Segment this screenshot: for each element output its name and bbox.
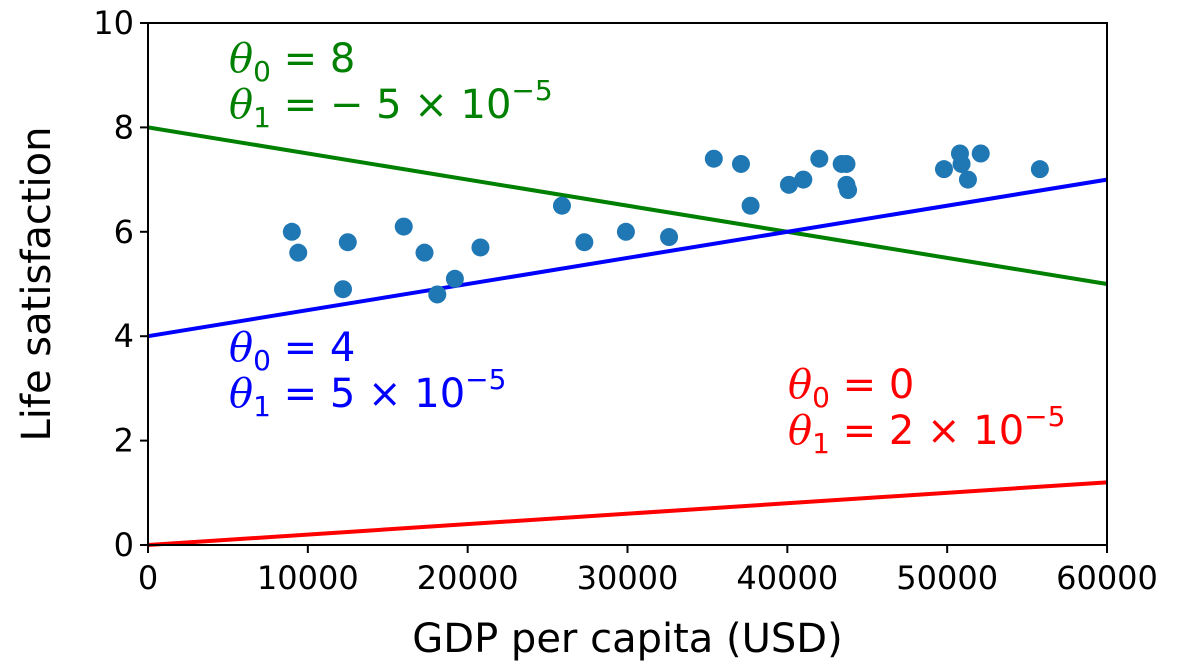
line-label-1-row-0: θ0 = 8 [229, 36, 355, 88]
data-point-16 [779, 175, 798, 194]
y-tick-label: 2 [114, 422, 134, 460]
data-point-25 [952, 154, 971, 173]
data-point-9 [552, 196, 571, 215]
x-tick-label: 20000 [417, 559, 519, 597]
data-point-12 [660, 228, 679, 247]
line-label-0-row-1: θ1 = 2 × 10−5 [788, 400, 1065, 460]
data-point-17 [794, 170, 813, 189]
x-tick-label: 10000 [257, 559, 359, 597]
data-point-8 [471, 238, 490, 257]
y-tick-label: 0 [114, 526, 134, 564]
data-point-13 [704, 149, 723, 168]
line-label-0-row-0: θ0 = 0 [788, 362, 914, 414]
data-point-1 [289, 243, 308, 262]
data-point-5 [415, 243, 434, 262]
data-point-27 [971, 144, 990, 163]
x-axis-label: GDP per capita (USD) [412, 616, 842, 662]
data-point-20 [837, 154, 856, 173]
data-point-0 [282, 222, 301, 241]
axis-ticks: 0 10000 20000 30000 40000 50000 60000 0 2 4 6 8 10 [93, 4, 1158, 597]
data-point-15 [741, 196, 760, 215]
y-axis-label: Life satisfaction [14, 127, 60, 442]
model-line-2 [147, 177, 1108, 339]
model-lines [147, 125, 1108, 547]
data-point-11 [616, 222, 635, 241]
line-label-2-row-1: θ1 = 5 × 10−5 [229, 363, 506, 423]
data-point-26 [958, 170, 977, 189]
y-tick-label: 6 [114, 213, 134, 251]
data-point-14 [731, 154, 750, 173]
y-tick-label: 4 [114, 317, 134, 355]
x-tick-label: 40000 [736, 559, 838, 597]
line-label-1-row-1: θ1 = − 5 × 10−5 [229, 74, 553, 134]
data-point-2 [333, 280, 352, 299]
data-point-23 [934, 160, 953, 179]
x-tick-label: 60000 [1056, 559, 1158, 597]
x-tick-label: 50000 [896, 559, 998, 597]
data-point-18 [810, 149, 829, 168]
model-line-1 [147, 125, 1108, 286]
y-tick-label: 10 [93, 4, 134, 42]
data-point-6 [428, 285, 447, 304]
line-annotations: θ0 = 0θ1 = 2 × 10−5 θ0 = 8θ1 = − 5 × 10−5… [229, 36, 1065, 460]
data-point-28 [1030, 160, 1049, 179]
data-point-4 [394, 217, 413, 236]
model-line-0 [147, 480, 1108, 547]
data-point-10 [575, 233, 594, 252]
y-tick-label: 8 [114, 108, 134, 146]
x-tick-label: 0 [138, 559, 158, 597]
x-tick-label: 30000 [577, 559, 679, 597]
data-points [282, 144, 1049, 304]
data-point-7 [445, 269, 464, 288]
data-point-3 [338, 233, 357, 252]
data-point-22 [839, 181, 858, 200]
line-label-2-row-0: θ0 = 4 [229, 325, 355, 377]
